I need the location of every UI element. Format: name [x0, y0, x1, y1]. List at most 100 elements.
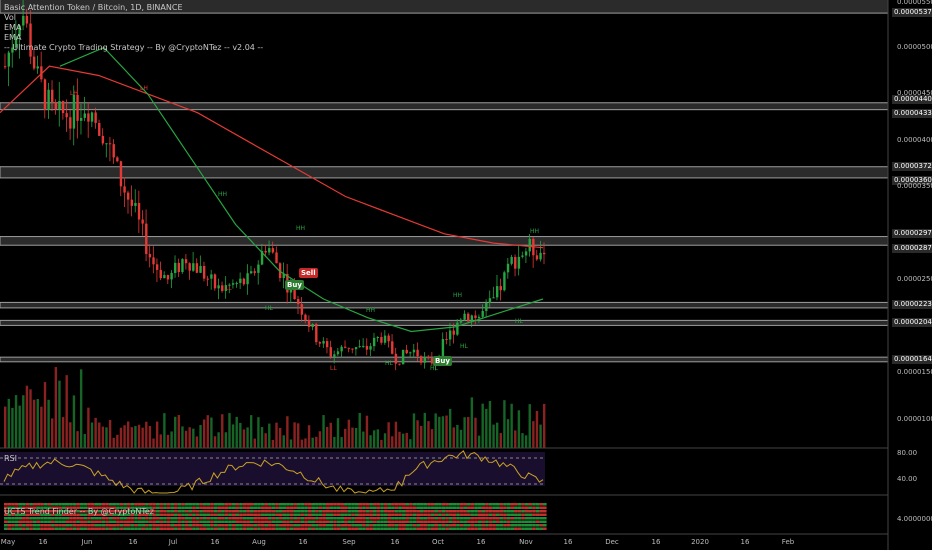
candle: [488, 298, 492, 304]
trend-cell: [358, 520, 363, 523]
trend-cell: [235, 513, 240, 516]
trend-cell: [427, 524, 431, 527]
trend-cell: [528, 527, 533, 530]
trend-cell: [539, 510, 543, 513]
trend-cell: [98, 527, 102, 530]
candle: [260, 250, 264, 265]
trend-cell: [260, 510, 265, 513]
volume-bar: [159, 434, 162, 448]
volume-bar: [297, 423, 300, 448]
trend-cell: [159, 510, 164, 513]
trend-cell: [376, 517, 381, 520]
trend-cell: [470, 503, 475, 506]
trend-cell: [188, 527, 193, 530]
trend-cell: [477, 503, 482, 506]
trend-cell: [535, 527, 540, 530]
date-axis-label: Oct: [431, 538, 445, 546]
trend-cell: [467, 513, 471, 516]
volume-bar: [344, 428, 347, 448]
trend-cell: [123, 520, 127, 523]
trend-cell: [195, 513, 200, 516]
trend-cell: [47, 527, 52, 530]
trend-cell: [4, 527, 8, 530]
trend-cell: [101, 513, 106, 516]
volume-bar: [249, 415, 253, 448]
volume-bar: [231, 424, 235, 448]
trend-cell: [83, 520, 88, 523]
trend-cell: [427, 513, 431, 516]
trend-cell: [347, 510, 352, 513]
trend-cell: [325, 503, 330, 506]
volume-bar: [76, 431, 79, 448]
trend-cell: [43, 520, 48, 523]
trend-cell: [195, 506, 200, 509]
trend-cell: [543, 503, 547, 506]
trend-cell: [199, 527, 203, 530]
trend-cell: [315, 506, 319, 509]
trend-cell: [130, 506, 135, 509]
trend-cell: [231, 524, 236, 527]
volume-bar: [474, 417, 477, 448]
trend-cell: [163, 506, 167, 509]
trend-cell: [224, 524, 229, 527]
trend-cell: [383, 517, 388, 520]
trend-cell: [134, 520, 138, 523]
trend-cell: [217, 517, 222, 520]
trend-cell: [438, 510, 442, 513]
trend-cell: [43, 527, 48, 530]
trend-cell: [177, 503, 182, 506]
trend-cell: [340, 524, 345, 527]
volume-bar: [391, 436, 394, 448]
trend-cell: [278, 513, 283, 516]
candle: [25, 15, 29, 24]
volume-bar: [242, 429, 246, 448]
trend-cell: [242, 524, 247, 527]
trend-cell: [36, 527, 41, 530]
trend-cell: [477, 520, 482, 523]
trend-cell: [376, 513, 381, 516]
date-axis-label: Jun: [81, 538, 93, 546]
price-zone: [0, 102, 889, 111]
trend-cell: [90, 506, 95, 509]
trend-cell: [61, 520, 66, 523]
volume-bar: [463, 417, 466, 448]
trend-cell: [318, 527, 323, 530]
volume-bar: [264, 433, 267, 448]
trend-cell: [72, 503, 77, 506]
trend-cell: [29, 527, 33, 530]
trend-cell: [177, 527, 182, 530]
trend-cell: [329, 517, 334, 520]
trend-cell: [126, 510, 131, 513]
trend-cell: [459, 527, 464, 530]
trend-cell: [221, 517, 225, 520]
trend-cell: [430, 513, 435, 516]
trend-cell: [539, 506, 543, 509]
trend-cell: [79, 524, 84, 527]
trend-cell: [282, 503, 287, 506]
trend-cell: [524, 503, 529, 506]
candle: [40, 66, 43, 80]
trend-cell: [434, 527, 439, 530]
trend-cell: [108, 527, 113, 530]
trend-cell: [14, 520, 19, 523]
trend-cell: [130, 503, 135, 506]
trend-cell: [224, 527, 229, 530]
trend-cell: [210, 506, 214, 509]
trend-cell: [322, 510, 326, 513]
trend-cell: [257, 527, 261, 530]
volume-bar: [126, 421, 130, 448]
trend-cell: [362, 524, 366, 527]
candle: [405, 349, 408, 354]
trend-cell: [141, 510, 146, 513]
trend-cell: [264, 510, 269, 513]
candle: [535, 255, 539, 260]
candle: [101, 135, 105, 144]
trend-cell: [423, 513, 428, 516]
volume-bar: [441, 416, 445, 448]
trend-cell: [275, 503, 279, 506]
trend-cell: [485, 517, 489, 520]
trend-cell: [340, 520, 345, 523]
trend-cell: [268, 524, 272, 527]
volume-bar: [492, 424, 495, 448]
